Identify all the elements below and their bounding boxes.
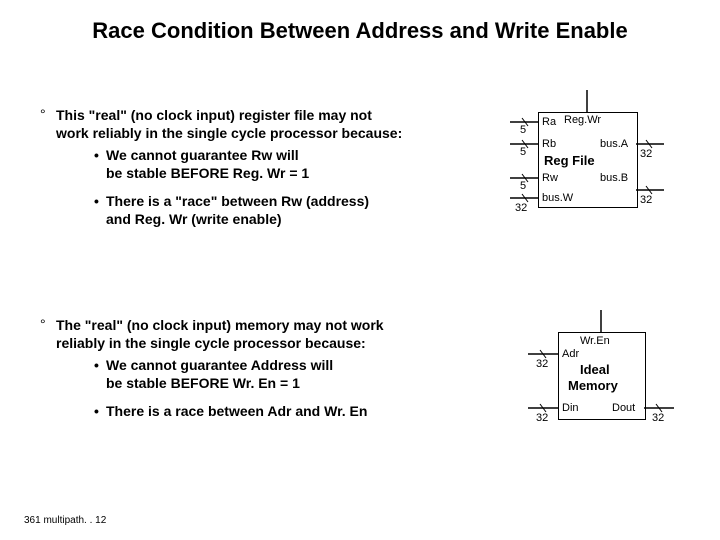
- sub-bullet-dot-3: •: [94, 356, 99, 374]
- para1-line1: This "real" (no clock input) register fi…: [56, 106, 372, 124]
- sub-bullet-3-line2: be stable BEFORE Wr. En = 1: [106, 374, 300, 392]
- sub-bullet-dot-2: •: [94, 192, 99, 210]
- mem-w-adr: 32: [536, 358, 548, 370]
- regfile-w-rb: 5: [520, 146, 526, 158]
- regfile-w-ra: 5: [520, 124, 526, 136]
- sub-bullet-dot-1: •: [94, 146, 99, 164]
- para1-line2: work reliably in the single cycle proces…: [56, 124, 402, 142]
- sub-bullet-3-line1: We cannot guarantee Address will: [106, 356, 333, 374]
- regfile-w-busb: 32: [640, 194, 652, 206]
- bullet-mark-1: °: [40, 106, 46, 122]
- para2-line2: reliably in the single cycle processor b…: [56, 334, 366, 352]
- regfile-wires: [480, 90, 680, 240]
- sub-bullet-2-line1: There is a "race" between Rw (address): [106, 192, 369, 210]
- mem-w-dout: 32: [652, 412, 664, 424]
- regfile-w-rw: 5: [520, 180, 526, 192]
- regfile-w-busw: 32: [515, 202, 527, 214]
- memory-wires: [480, 310, 680, 450]
- slide-footer: 361 multipath. . 12: [24, 515, 106, 526]
- page-title: Race Condition Between Address and Write…: [0, 18, 720, 44]
- sub-bullet-2-line2: and Reg. Wr (write enable): [106, 210, 282, 228]
- sub-bullet-dot-4: •: [94, 402, 99, 420]
- bullet-mark-2: °: [40, 316, 46, 332]
- para2-line1: The "real" (no clock input) memory may n…: [56, 316, 384, 334]
- sub-bullet-1-line2: be stable BEFORE Reg. Wr = 1: [106, 164, 309, 182]
- regfile-w-busa: 32: [640, 148, 652, 160]
- mem-w-din: 32: [536, 412, 548, 424]
- regfile-diagram: Ra Reg.Wr Rb bus.A Reg File Rw bus.B bus…: [480, 90, 680, 240]
- sub-bullet-4-line1: There is a race between Adr and Wr. En: [106, 402, 367, 420]
- sub-bullet-1-line1: We cannot guarantee Rw will: [106, 146, 299, 164]
- memory-diagram: Wr.En Adr Ideal Memory Din Dout 32 32 32: [480, 310, 680, 450]
